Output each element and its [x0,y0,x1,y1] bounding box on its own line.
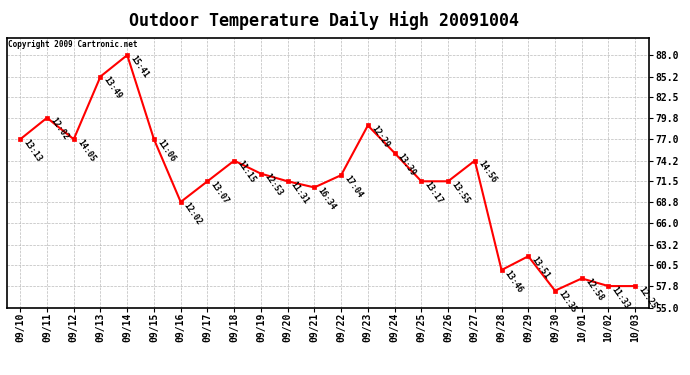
Text: Copyright 2009 Cartronic.net: Copyright 2009 Cartronic.net [8,40,138,49]
Text: 13:55: 13:55 [449,180,471,206]
Text: 13:39: 13:39 [396,152,417,177]
Text: 13:46: 13:46 [503,268,524,294]
Text: 17:04: 17:04 [342,174,364,200]
Text: 14:56: 14:56 [476,159,498,185]
Text: 11:31: 11:31 [289,180,311,206]
Text: 13:07: 13:07 [209,180,230,206]
Text: 11:15: 11:15 [235,159,257,185]
Text: 15:41: 15:41 [128,54,150,80]
Text: 16:34: 16:34 [316,186,337,211]
Text: 12:25: 12:25 [637,285,658,310]
Text: Outdoor Temperature Daily High 20091004: Outdoor Temperature Daily High 20091004 [129,11,520,30]
Text: 12:02: 12:02 [182,201,204,226]
Text: 12:58: 12:58 [583,277,605,303]
Text: 13:13: 13:13 [21,138,43,164]
Text: 13:17: 13:17 [423,180,444,206]
Text: 11:33: 11:33 [610,285,631,310]
Text: 14:05: 14:05 [75,138,97,164]
Text: 12:35: 12:35 [556,289,578,315]
Text: 12:29: 12:29 [369,124,391,150]
Text: 13:51: 13:51 [530,255,551,280]
Text: 13:49: 13:49 [102,75,124,101]
Text: 12:02: 12:02 [48,116,70,142]
Text: 12:53: 12:53 [262,172,284,198]
Text: 11:06: 11:06 [155,138,177,164]
